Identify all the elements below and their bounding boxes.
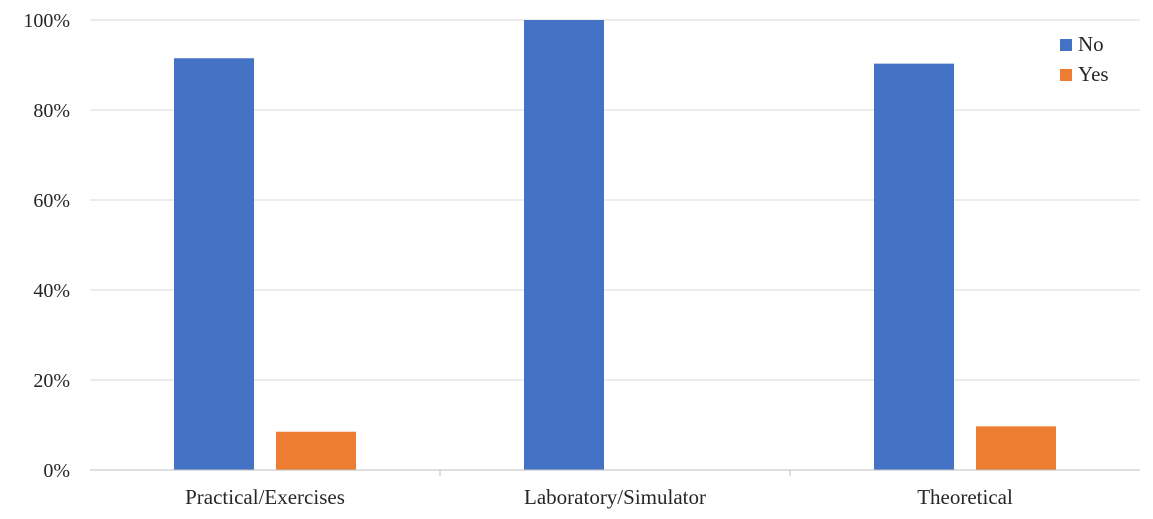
legend-swatch-no bbox=[1060, 39, 1072, 51]
x-category-label: Laboratory/Simulator bbox=[524, 485, 706, 509]
y-axis-tick-labels: 0% 20% 40% 60% 80% 100% bbox=[23, 10, 70, 482]
legend-swatch-yes bbox=[1060, 69, 1072, 81]
legend-label-yes: Yes bbox=[1078, 62, 1109, 86]
x-axis bbox=[90, 469, 1140, 476]
bars bbox=[174, 20, 1056, 471]
legend: No Yes bbox=[1060, 32, 1109, 86]
bar-yes-3 bbox=[976, 426, 1056, 470]
bar-yes-1 bbox=[276, 431, 356, 470]
y-tick-label: 0% bbox=[43, 460, 70, 482]
bar-no-2 bbox=[524, 20, 604, 470]
x-category-label: Theoretical bbox=[917, 485, 1013, 509]
x-category-label: Practical/Exercises bbox=[185, 485, 345, 509]
y-tick-label: 60% bbox=[33, 190, 70, 212]
y-tick-label: 40% bbox=[33, 280, 70, 302]
x-axis-category-labels: Practical/Exercises Laboratory/Simulator T… bbox=[185, 485, 1013, 509]
y-tick-label: 100% bbox=[23, 10, 70, 32]
bar-no-1 bbox=[174, 58, 254, 470]
legend-label-no: No bbox=[1078, 32, 1104, 56]
y-tick-label: 20% bbox=[33, 370, 70, 392]
y-tick-label: 80% bbox=[33, 100, 70, 122]
gridlines bbox=[90, 19, 1140, 381]
bar-no-3 bbox=[874, 63, 954, 471]
